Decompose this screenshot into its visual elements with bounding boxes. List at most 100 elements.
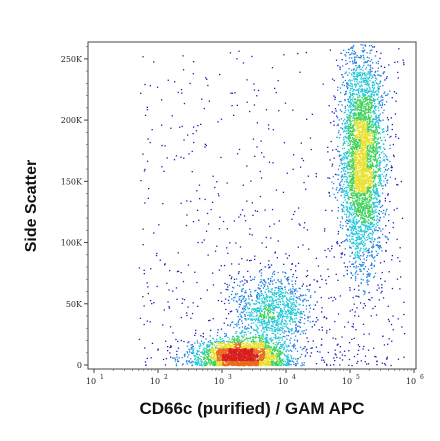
event-point — [366, 205, 369, 207]
event-point — [250, 326, 252, 328]
event-point — [259, 325, 261, 327]
event-point — [372, 148, 374, 150]
event-point — [238, 296, 240, 298]
event-point — [284, 312, 286, 314]
event-point — [351, 232, 353, 234]
event-point — [353, 147, 355, 149]
event-point — [170, 345, 172, 347]
event-point — [279, 315, 281, 317]
event-point — [349, 119, 351, 122]
event-point — [243, 331, 245, 333]
event-point — [397, 77, 399, 79]
event-point — [236, 338, 238, 340]
event-point — [244, 290, 247, 292]
event-point — [305, 305, 308, 307]
event-point — [279, 310, 281, 312]
event-point — [143, 305, 145, 307]
event-point — [349, 176, 351, 178]
event-point — [354, 257, 356, 259]
event-point — [356, 101, 358, 103]
event-point — [377, 143, 379, 145]
event-point — [231, 298, 233, 300]
event-point — [362, 307, 365, 309]
event-point — [263, 319, 265, 322]
event-point — [349, 180, 351, 183]
event-point — [360, 212, 362, 214]
event-point — [356, 208, 358, 211]
event-point — [350, 103, 352, 105]
event-point — [358, 56, 360, 58]
event-point — [351, 209, 353, 211]
event-point — [362, 100, 365, 102]
event-point — [201, 352, 203, 354]
event-point — [277, 240, 279, 242]
event-point — [180, 272, 182, 274]
event-point — [286, 334, 288, 337]
event-point — [368, 205, 370, 207]
event-point — [375, 114, 377, 116]
event-point — [372, 105, 374, 107]
event-point — [258, 287, 260, 289]
event-point — [186, 312, 188, 314]
event-point — [373, 91, 375, 94]
event-point — [368, 237, 370, 239]
event-point — [363, 293, 365, 296]
event-point — [339, 245, 341, 247]
event-point — [282, 314, 284, 316]
event-point — [276, 356, 278, 358]
event-point — [375, 116, 377, 119]
event-point — [349, 240, 352, 242]
event-point — [295, 305, 298, 307]
event-point — [368, 250, 370, 252]
event-point — [192, 133, 194, 135]
event-point — [342, 201, 345, 204]
event-point — [366, 96, 368, 99]
event-point — [379, 237, 381, 239]
event-point — [270, 325, 272, 327]
event-point — [360, 77, 362, 79]
event-point — [252, 328, 255, 330]
event-point — [348, 160, 351, 162]
event-point — [214, 250, 217, 252]
event-point — [199, 358, 201, 360]
event-point — [274, 329, 276, 331]
event-point — [377, 90, 380, 92]
event-point — [366, 79, 368, 81]
event-point — [357, 72, 359, 74]
event-point — [356, 72, 358, 74]
event-point — [360, 238, 362, 240]
event-point — [270, 264, 273, 266]
event-point — [358, 104, 360, 107]
event-point — [354, 59, 356, 61]
event-point — [309, 316, 311, 318]
event-point — [372, 307, 374, 310]
event-point — [360, 278, 362, 280]
event-point — [334, 349, 336, 351]
event-point — [371, 93, 373, 95]
event-point — [351, 243, 353, 245]
event-point — [357, 221, 359, 223]
event-point — [293, 308, 295, 310]
event-point — [328, 177, 331, 179]
event-point — [378, 212, 380, 214]
event-point — [394, 178, 396, 180]
event-point — [341, 252, 344, 254]
event-point — [285, 253, 287, 255]
event-point — [280, 287, 283, 290]
event-point — [321, 338, 323, 340]
event-point — [370, 96, 372, 98]
event-point — [374, 141, 377, 143]
event-point — [202, 336, 204, 338]
event-point — [272, 360, 274, 362]
event-point — [339, 295, 341, 297]
event-point — [316, 280, 318, 282]
event-point — [265, 328, 268, 330]
event-point — [369, 151, 371, 153]
event-point — [371, 218, 374, 220]
event-point — [349, 202, 351, 205]
event-point — [278, 318, 281, 320]
event-point — [250, 325, 252, 328]
event-point — [200, 340, 203, 342]
event-point — [194, 358, 196, 360]
event-point — [237, 337, 239, 340]
